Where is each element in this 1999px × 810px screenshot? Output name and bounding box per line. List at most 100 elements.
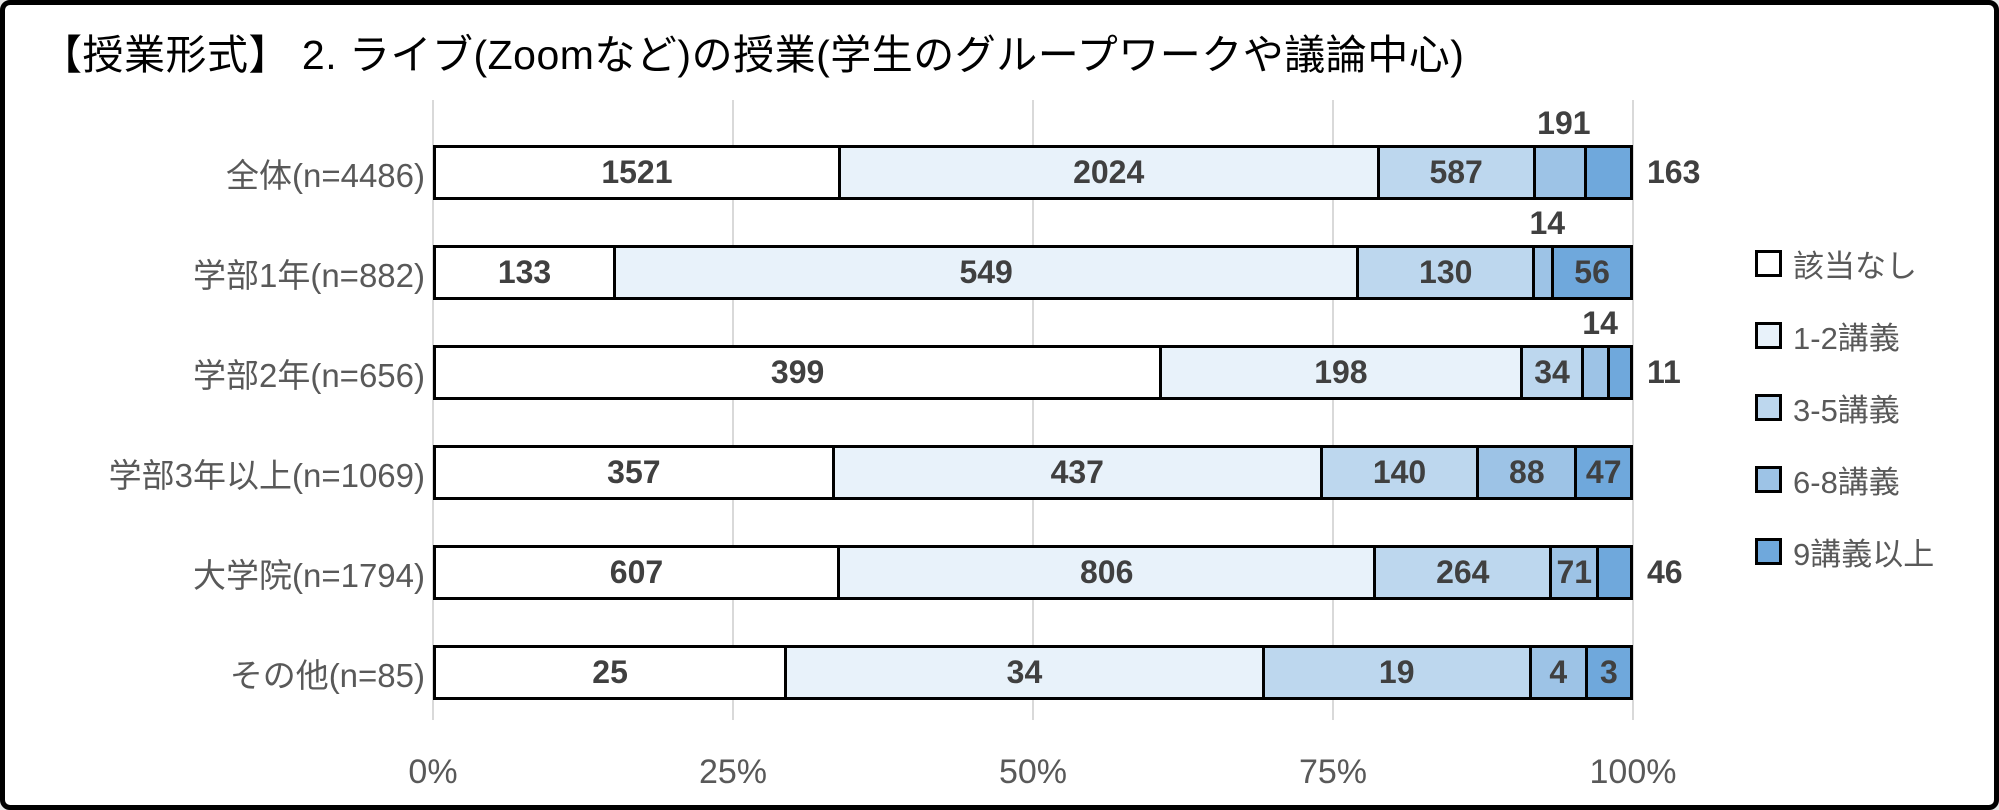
- legend-label: 1-2講義: [1793, 321, 1900, 356]
- bar-segment: 71: [1552, 548, 1600, 597]
- legend-item: 1-2講義: [1755, 313, 1900, 358]
- bar-row: 1521 2024 587: [433, 145, 1633, 200]
- bar-segment: 130: [1359, 248, 1536, 297]
- bar-segment: 4: [1531, 648, 1588, 697]
- bar-segment: 198: [1162, 348, 1523, 397]
- value-label: 47: [1585, 454, 1622, 490]
- legend-label: 6-8講義: [1793, 465, 1900, 500]
- bar-segment: [1609, 348, 1630, 397]
- value-label: 437: [1050, 454, 1104, 490]
- bar-segment: 19: [1264, 648, 1532, 697]
- gridline: [1032, 100, 1034, 720]
- legend-item: 6-8講義: [1755, 457, 1900, 502]
- plot-area: 全体(n=4486) 1521 2024 587 191 163 学部1年(n=882) 13…: [5, 5, 1994, 805]
- value-label: 34: [1534, 354, 1570, 390]
- value-label: 399: [770, 354, 825, 390]
- bar-segment: 140: [1322, 448, 1480, 497]
- bar-segment: 25: [436, 648, 788, 697]
- bar-segment: 806: [839, 548, 1377, 597]
- legend-swatch: [1755, 250, 1782, 277]
- value-label: 607: [609, 554, 664, 590]
- value-label: 4: [1549, 654, 1568, 690]
- value-label: 130: [1419, 254, 1473, 290]
- bar-segment: [1599, 548, 1630, 597]
- bar-segment: 264: [1376, 548, 1553, 597]
- bar-segment: 47: [1577, 448, 1630, 497]
- value-label: 14: [1582, 305, 1618, 341]
- value-label: 191: [1537, 105, 1591, 141]
- bar-segment: [1535, 248, 1555, 297]
- bar-segment: 34: [787, 648, 1265, 697]
- legend-item: 該当なし: [1755, 241, 1917, 286]
- value-label: 549: [959, 254, 1013, 290]
- category-label: 学部2年(n=656): [192, 356, 425, 394]
- value-label: 25: [592, 654, 628, 690]
- bar-row: 133 549 130 56: [433, 245, 1633, 300]
- bar-row: 25 34 19 4 3: [433, 645, 1633, 700]
- bar-segment: 88: [1479, 448, 1578, 497]
- bar-row: 399 198 34: [433, 345, 1633, 400]
- legend-label: 該当なし: [1793, 249, 1917, 284]
- category-label: 学部3年以上(n=1069): [108, 456, 425, 494]
- x-axis-tick-label: 75%: [1298, 753, 1368, 791]
- bar-segment: 3: [1587, 648, 1630, 697]
- category-label: 学部1年(n=882): [192, 256, 425, 294]
- bar-segment: 587: [1379, 148, 1536, 197]
- gridline: [732, 100, 734, 720]
- bar-segment: 1521: [436, 148, 841, 197]
- gridline: [1332, 100, 1334, 720]
- gridline: [1632, 100, 1634, 720]
- legend-swatch: [1755, 394, 1782, 421]
- gridline: [432, 100, 434, 720]
- value-label: 19: [1378, 654, 1415, 690]
- value-label: 163: [1647, 154, 1701, 190]
- bar-segment: 549: [616, 248, 1360, 297]
- category-label: 全体(n=4486): [225, 156, 425, 194]
- bar-segment: [1535, 148, 1587, 197]
- value-label: 56: [1574, 254, 1610, 290]
- bar-segment: 56: [1554, 248, 1630, 297]
- bar-segment: [1584, 348, 1610, 397]
- value-label: 133: [497, 254, 552, 290]
- category-label: その他(n=85): [229, 656, 425, 694]
- bar-segment: 607: [436, 548, 840, 597]
- value-label: 264: [1436, 554, 1490, 590]
- value-label: 3: [1600, 654, 1618, 690]
- bar-segment: 34: [1522, 348, 1585, 397]
- bar-row: 607 806 264 71: [433, 545, 1633, 600]
- value-label: 88: [1509, 454, 1545, 490]
- value-label: 14: [1529, 205, 1566, 241]
- bar-segment: [1586, 148, 1630, 197]
- legend-item: 3-5講義: [1755, 385, 1900, 430]
- legend-swatch: [1755, 466, 1782, 493]
- value-label: 140: [1372, 454, 1427, 490]
- value-label: 806: [1080, 554, 1134, 590]
- legend-label: 9講義以上: [1793, 537, 1935, 572]
- bar-segment: 133: [436, 248, 617, 297]
- legend-swatch: [1755, 322, 1782, 349]
- bar-segment: 399: [436, 348, 1163, 397]
- value-label: 2024: [1073, 154, 1145, 190]
- value-label: 11: [1647, 354, 1681, 390]
- category-label: 大学院(n=1794): [192, 556, 425, 594]
- x-axis-tick-label: 25%: [698, 753, 768, 791]
- value-label: 357: [607, 454, 661, 490]
- x-axis-tick-label: 0%: [408, 753, 458, 791]
- value-label: 34: [1006, 654, 1043, 690]
- value-label: 1521: [601, 154, 673, 190]
- legend-swatch: [1755, 538, 1782, 565]
- value-label: 198: [1314, 354, 1368, 390]
- legend-label: 3-5講義: [1793, 393, 1900, 428]
- legend-item: 9講義以上: [1755, 529, 1934, 574]
- bar-segment: 357: [436, 448, 835, 497]
- value-label: 587: [1429, 154, 1483, 190]
- value-label: 71: [1556, 554, 1593, 590]
- bar-segment: 437: [834, 448, 1323, 497]
- value-label: 46: [1647, 554, 1683, 590]
- x-axis-tick-label: 50%: [998, 753, 1068, 791]
- chart-title: 【授業形式】 2. ライブ(Zoomなど)の授業(学生のグループワークや議論中心…: [41, 32, 1465, 78]
- x-axis-tick-label: 100%: [1589, 753, 1677, 791]
- bar-segment: 2024: [840, 148, 1380, 197]
- bar-row: 357 437 140 88 47: [433, 445, 1633, 500]
